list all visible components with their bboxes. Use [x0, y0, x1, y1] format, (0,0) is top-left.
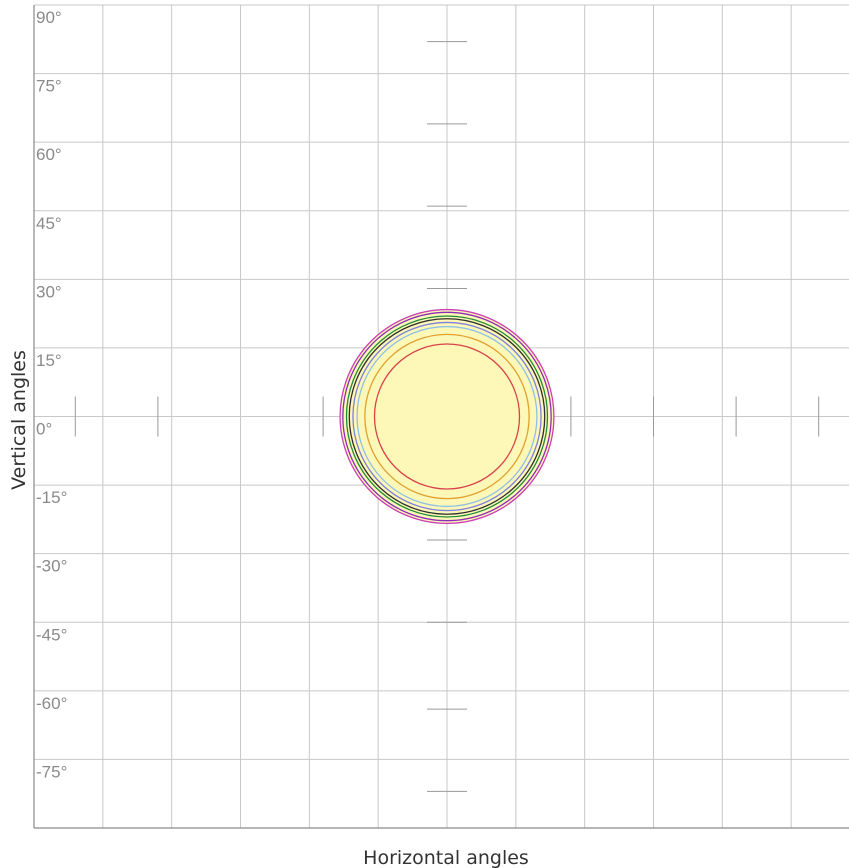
contour-line: [339, 308, 555, 525]
y-tick-label: -30°: [36, 557, 67, 576]
contour-line: [356, 325, 538, 508]
y-tick-label: -45°: [36, 625, 67, 644]
contour-line: [348, 318, 546, 515]
beam-fill: [340, 309, 554, 524]
contour-line: [342, 311, 552, 522]
y-axis-label: Vertical angles: [8, 350, 30, 490]
y-tick-label: 15°: [36, 351, 62, 370]
contours: [339, 308, 555, 525]
y-tick-labels: 90° 75° 60° 45° 30° 15° 0° -15° -30° -45° -60° -75°: [36, 8, 67, 781]
y-tick-label: 30°: [36, 282, 62, 301]
contour-line: [345, 315, 549, 518]
y-tick-label: 45°: [36, 214, 62, 233]
plot-frame: [33, 5, 849, 829]
y-tick-label: -15°: [36, 488, 67, 507]
beam-fill-circle: [340, 309, 554, 524]
contour-line: [373, 343, 521, 490]
contour-line: [364, 333, 530, 500]
y-tick-label: -75°: [36, 762, 67, 781]
y-tick-label: 0°: [36, 420, 52, 439]
contour-line: [352, 321, 542, 512]
y-tick-label: 60°: [36, 145, 62, 164]
y-tick-label: 90°: [36, 8, 62, 27]
x-axis-label: Horizontal angles: [363, 847, 529, 868]
y-tick-label: 75°: [36, 77, 62, 96]
y-tick-label: -60°: [36, 694, 67, 713]
